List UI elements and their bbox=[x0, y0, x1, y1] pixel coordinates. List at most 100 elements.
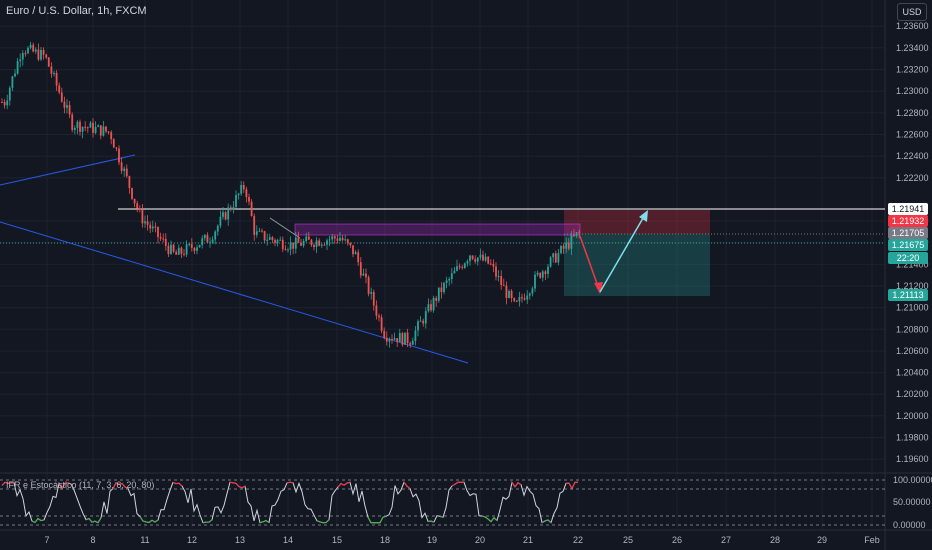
overbought-segment bbox=[514, 482, 519, 488]
time-tick-label: 26 bbox=[672, 535, 682, 545]
candle-body bbox=[32, 44, 35, 52]
overbought-segment bbox=[289, 481, 294, 484]
candle-body bbox=[131, 188, 133, 199]
overbought-segment bbox=[340, 483, 345, 486]
candle-body bbox=[164, 238, 167, 246]
candle-body bbox=[144, 221, 146, 224]
candle-body bbox=[310, 239, 313, 245]
candle-body bbox=[422, 320, 425, 324]
candle-body bbox=[443, 282, 445, 293]
candle-body bbox=[497, 275, 500, 277]
time-axis[interactable]: 7 8 11 12 13 14 15 18 19 20 21 22 25 26 27 28 29 Feb bbox=[44, 535, 879, 545]
price-tag-label: 22:20 bbox=[897, 253, 920, 263]
price-tags: 1.21941 1.21932 1.21705 1.21675 22:20 1.21113 bbox=[888, 203, 928, 301]
trend-line-small[interactable] bbox=[269, 217, 301, 239]
stop-loss-zone[interactable] bbox=[564, 210, 710, 234]
overbought-segment bbox=[454, 481, 459, 485]
price-tag-label: 1.21941 bbox=[892, 204, 925, 214]
candle-body bbox=[372, 292, 375, 306]
candle-body bbox=[492, 263, 495, 267]
price-tag-bg bbox=[888, 203, 928, 215]
overbought-segment bbox=[241, 485, 246, 489]
candle-body bbox=[71, 114, 74, 130]
candle-body bbox=[151, 226, 154, 229]
oversold-segment bbox=[493, 517, 498, 521]
candle-body bbox=[307, 236, 310, 240]
price-tick-label: 1.20000 bbox=[896, 411, 929, 421]
currency-button[interactable]: USD bbox=[897, 3, 927, 21]
indicator-tick-label: 100.00000 bbox=[893, 475, 932, 485]
candle-body bbox=[175, 251, 178, 255]
projection-arrows bbox=[579, 210, 648, 294]
candle-body bbox=[510, 290, 513, 299]
price-tag: 1.21675 bbox=[888, 239, 928, 251]
overbought-segment bbox=[406, 485, 411, 490]
oversold-segment bbox=[202, 521, 207, 524]
candle-body bbox=[445, 280, 448, 283]
candle-body bbox=[287, 249, 289, 251]
oversold-segment bbox=[490, 517, 495, 523]
candle-body bbox=[450, 273, 453, 279]
candlestick-series bbox=[1, 41, 581, 348]
candle-body bbox=[432, 297, 435, 311]
overbought-segment bbox=[124, 486, 129, 490]
take-profit-zone[interactable] bbox=[564, 234, 710, 296]
candle-body bbox=[34, 49, 37, 52]
candle-body bbox=[123, 168, 126, 171]
overbought-segment bbox=[172, 481, 177, 485]
oscillator-series bbox=[1, 481, 579, 524]
symbol-title[interactable]: Euro / U.S. Dollar, 1h, FXCM bbox=[6, 5, 147, 17]
candle-body bbox=[453, 270, 456, 274]
candle-body bbox=[380, 317, 383, 331]
supply-zone-rectangle[interactable] bbox=[294, 223, 581, 236]
candle-body bbox=[76, 121, 79, 128]
candle-body bbox=[29, 44, 32, 48]
candle-body bbox=[487, 256, 490, 264]
candle-body bbox=[258, 230, 261, 232]
candle-body bbox=[474, 259, 477, 262]
price-tag-bg bbox=[888, 227, 928, 239]
candle-body bbox=[255, 231, 258, 235]
oversold-segment bbox=[139, 516, 144, 522]
candle-body bbox=[393, 338, 396, 340]
candle-body bbox=[362, 273, 365, 276]
candle-body bbox=[419, 320, 422, 322]
candle-body bbox=[411, 340, 414, 345]
time-tick-label: 19 bbox=[427, 535, 437, 545]
price-tag-label: 1.21932 bbox=[892, 216, 925, 226]
candle-body bbox=[281, 239, 284, 250]
candle-body bbox=[502, 285, 505, 287]
price-tag: 1.21113 bbox=[888, 289, 928, 301]
candle-body bbox=[323, 244, 326, 246]
candle-body bbox=[508, 290, 510, 299]
price-tick-label: 1.22800 bbox=[896, 108, 929, 118]
time-tick-label: 14 bbox=[283, 535, 293, 545]
oversold-segment bbox=[262, 520, 267, 523]
candle-body bbox=[21, 53, 24, 60]
oversold-segment bbox=[40, 519, 45, 522]
candle-body bbox=[549, 257, 552, 267]
time-tick-label: 20 bbox=[475, 535, 485, 545]
candle-body bbox=[375, 305, 378, 316]
candle-body bbox=[240, 184, 243, 194]
price-tick-label: 1.22200 bbox=[896, 173, 929, 183]
candle-body bbox=[245, 189, 248, 198]
candle-body bbox=[359, 262, 362, 276]
indicator-label[interactable]: IFR e Estocástico (11, 7, 3, 6, 20, 80) bbox=[6, 480, 155, 490]
price-tag: 1.21705 bbox=[888, 227, 928, 239]
candle-body bbox=[50, 66, 53, 74]
candle-body bbox=[284, 249, 287, 251]
trend-line-upper[interactable] bbox=[0, 154, 136, 186]
candle-body bbox=[479, 254, 482, 258]
oversold-segment bbox=[94, 520, 99, 524]
candle-body bbox=[573, 235, 575, 237]
candle-body bbox=[45, 54, 48, 58]
candle-body bbox=[118, 148, 120, 163]
overbought-segment bbox=[571, 482, 576, 489]
candle-body bbox=[79, 121, 81, 132]
candle-body bbox=[289, 242, 292, 250]
up-arrow-head bbox=[639, 210, 648, 222]
oversold-segment bbox=[85, 517, 90, 521]
candle-body bbox=[1, 102, 3, 103]
